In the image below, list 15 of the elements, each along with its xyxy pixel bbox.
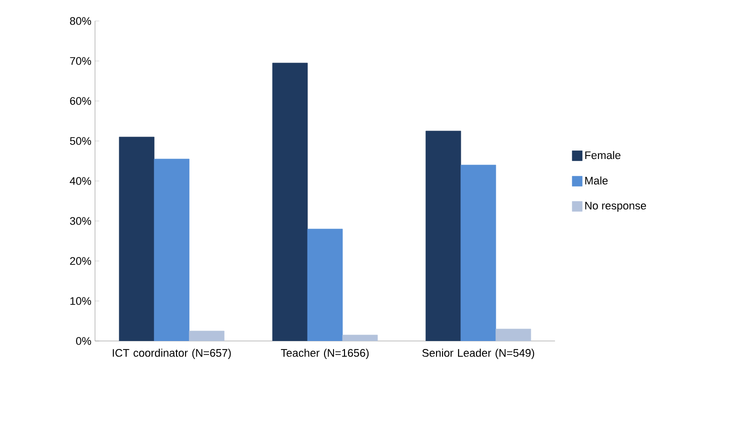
x-tick-label: Senior Leader (N=549)	[422, 348, 534, 359]
legend-label: Male	[585, 176, 608, 185]
y-tick-label: 70%	[70, 57, 92, 65]
y-tick-label: 0%	[76, 337, 92, 345]
y-tick-label: 10%	[70, 297, 92, 305]
y-tick-label: 60%	[70, 97, 92, 105]
legend-label: No response	[585, 202, 646, 212]
y-tick-label: 50%	[70, 137, 92, 145]
y-tick-label: 20%	[70, 257, 92, 265]
x-tick-label: Teacher (N=1656)	[280, 348, 369, 359]
x-tick-label: ICT coordinator (N=657)	[112, 348, 231, 359]
y-tick-label: 80%	[70, 17, 92, 25]
y-tick-label: 30%	[70, 217, 92, 225]
y-tick-label: 40%	[70, 177, 92, 185]
legend-label: Female	[585, 151, 620, 160]
